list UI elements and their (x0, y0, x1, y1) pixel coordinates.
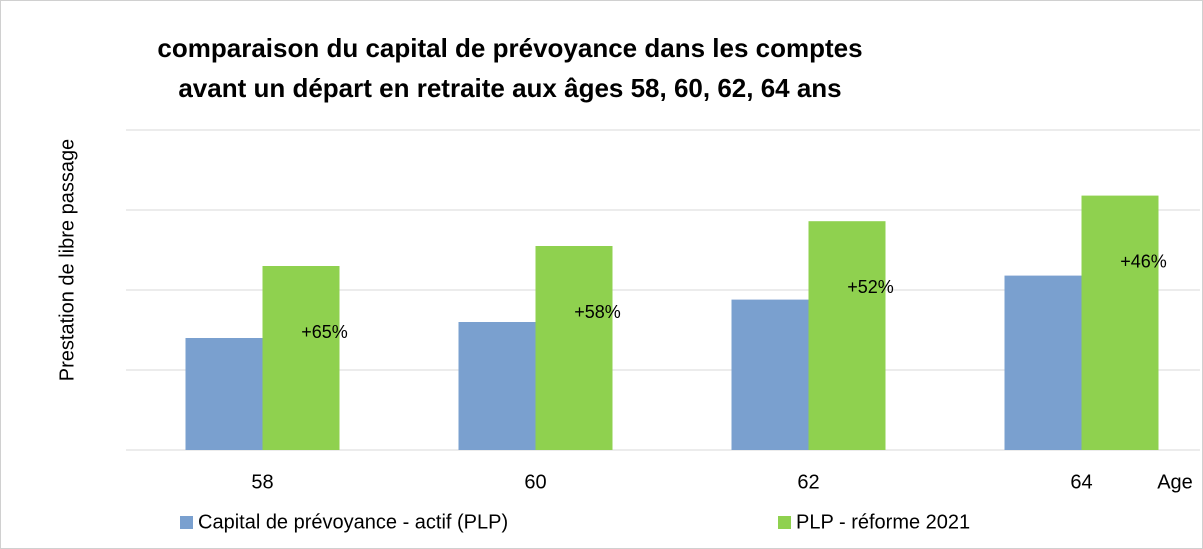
bar (1004, 275, 1082, 450)
bar (185, 338, 263, 450)
x-axis-label: Age (1157, 471, 1193, 493)
annotation: +46% (1120, 251, 1167, 271)
legend-label: Capital de prévoyance - actif (PLP) (198, 511, 508, 533)
x-tick-label: 64 (1070, 471, 1092, 493)
legend-swatch (778, 516, 791, 529)
chart-title: comparaison du capital de prévoyance dan… (157, 33, 862, 63)
x-tick-label: 62 (797, 471, 819, 493)
annotation: +65% (301, 322, 348, 342)
chart-title: avant un départ en retraite aux âges 58,… (178, 73, 841, 103)
bar (808, 221, 886, 450)
y-axis-label: Prestation de libre passage (56, 139, 78, 381)
bar (731, 299, 809, 450)
x-tick-label: 60 (524, 471, 546, 493)
bar (458, 322, 536, 450)
bar (1081, 195, 1159, 450)
bar (535, 246, 613, 450)
annotation: +58% (574, 302, 621, 322)
bar (262, 266, 340, 450)
legend-label: PLP - réforme 2021 (796, 511, 970, 533)
legend-swatch (180, 516, 193, 529)
x-tick-label: 58 (251, 471, 273, 493)
annotation: +52% (847, 277, 894, 297)
